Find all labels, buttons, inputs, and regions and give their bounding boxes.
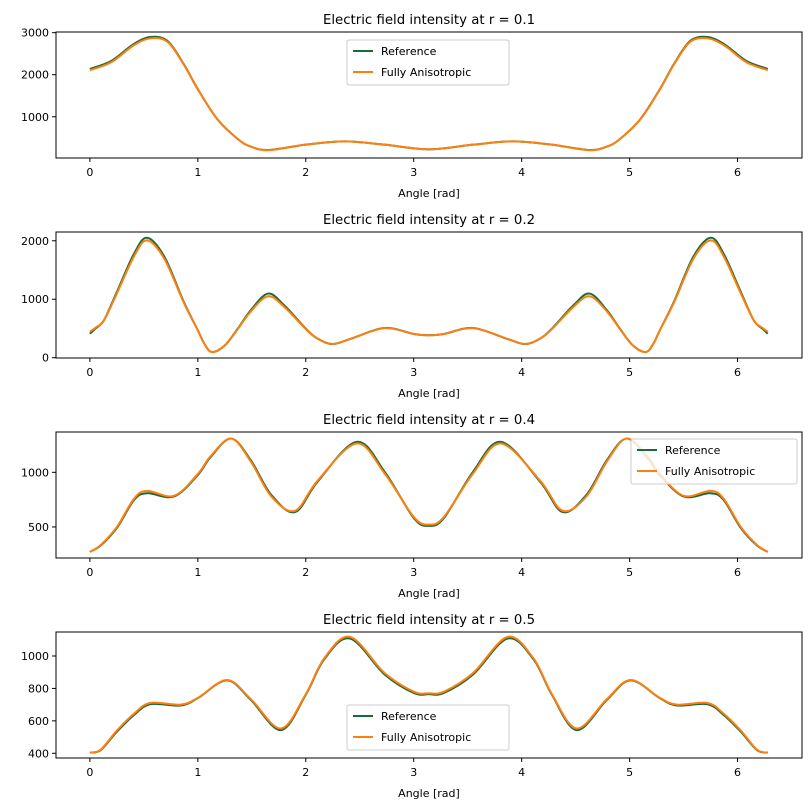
- x-tick-label: 4: [518, 366, 525, 379]
- legend: Reference Fully Anisotropic: [346, 39, 510, 86]
- subplot-title: Electric field intensity at r = 0.2: [323, 213, 535, 228]
- legend-label: Fully Anisotropic: [665, 465, 755, 478]
- legend-label: Reference: [665, 444, 721, 457]
- x-tick-label: 2: [302, 166, 309, 179]
- axes-frame: [55, 631, 803, 759]
- y-tick-label: 800: [28, 682, 49, 695]
- legend-box: [346, 704, 510, 751]
- y-tick-label: 1000: [21, 650, 49, 663]
- x-tick-label: 4: [518, 166, 525, 179]
- x-tick-label: 2: [302, 766, 309, 779]
- x-axis-label: Angle [rad]: [398, 787, 460, 800]
- x-tick-label: 2: [302, 366, 309, 379]
- x-tick-label: 4: [518, 566, 525, 579]
- subplot-3: Electric field intensity at r = 0.4 0 1 2 3 4…: [21, 413, 803, 600]
- subplot-title: Electric field intensity at r = 0.1: [323, 13, 535, 28]
- x-tick-label: 5: [626, 166, 633, 179]
- series-line-fully-anisotropic: [89, 437, 769, 553]
- x-tick-label: 5: [626, 366, 633, 379]
- y-tick-label: 3000: [21, 27, 49, 40]
- x-tick-label: 0: [86, 566, 93, 579]
- legend: Reference Fully Anisotropic: [346, 704, 510, 751]
- y-tick-label: 1000: [21, 466, 49, 479]
- y-tick-label: 400: [28, 747, 49, 760]
- x-tick-label: 1: [194, 766, 201, 779]
- subplot-title: Electric field intensity at r = 0.4: [323, 413, 535, 428]
- legend-box: [630, 438, 798, 485]
- x-tick-label: 0: [86, 366, 93, 379]
- x-axis-label: Angle [rad]: [398, 387, 460, 400]
- series-line-fully-anisotropic: [89, 36, 769, 152]
- subplot-2: Electric field intensity at r = 0.2 0 1 2 3 4…: [21, 39, 803, 400]
- x-tick-label: 2: [302, 566, 309, 579]
- legend-box: [346, 39, 510, 86]
- x-axis-label: Angle [rad]: [398, 587, 460, 600]
- legend-label: Reference: [381, 45, 437, 58]
- x-tick-label: 4: [518, 766, 525, 779]
- y-tick-label: 1000: [21, 111, 49, 124]
- axes-frame: [55, 431, 803, 559]
- subplot-title: Electric field intensity at r = 0.5: [323, 613, 535, 628]
- y-tick-label: 0: [42, 352, 49, 365]
- series-line-fully-anisotropic: [89, 635, 769, 754]
- x-tick-label: 0: [86, 166, 93, 179]
- x-tick-label: 5: [626, 766, 633, 779]
- x-tick-label: 6: [734, 166, 741, 179]
- x-tick-label: 6: [734, 566, 741, 579]
- legend-label: Reference: [381, 710, 437, 723]
- x-tick-label: 3: [410, 166, 417, 179]
- x-tick-label: 6: [734, 366, 741, 379]
- legend-label: Fully Anisotropic: [381, 731, 471, 744]
- axes-frame: [55, 31, 803, 159]
- legend: Reference Fully Anisotropic: [630, 438, 798, 485]
- y-tick-label: 1000: [21, 293, 49, 306]
- y-tick-label: 500: [28, 521, 49, 534]
- x-tick-label: 3: [410, 566, 417, 579]
- x-tick-label: 1: [194, 366, 201, 379]
- x-tick-label: 0: [86, 766, 93, 779]
- x-tick-label: 1: [194, 566, 201, 579]
- x-axis-label: Angle [rad]: [398, 187, 460, 200]
- x-tick-label: 3: [410, 366, 417, 379]
- legend-label: Fully Anisotropic: [381, 66, 471, 79]
- y-tick-label: 2000: [21, 69, 49, 82]
- y-tick-label: 2000: [21, 235, 49, 248]
- x-tick-label: 5: [626, 566, 633, 579]
- axes-frame: [55, 231, 803, 359]
- subplot-4: Electric field intensity at r = 0.5 0 1 2 3 4…: [21, 613, 803, 800]
- x-tick-label: 6: [734, 766, 741, 779]
- x-tick-label: 1: [194, 166, 201, 179]
- y-tick-label: 600: [28, 715, 49, 728]
- series-line-fully-anisotropic: [89, 239, 769, 354]
- x-tick-label: 3: [410, 766, 417, 779]
